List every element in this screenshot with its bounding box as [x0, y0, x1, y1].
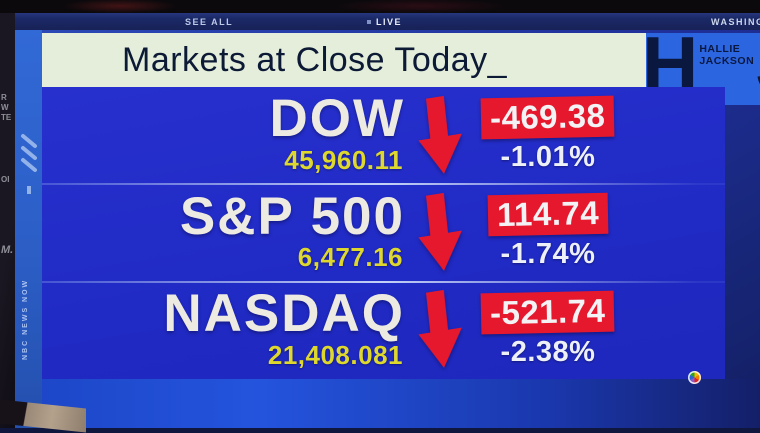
down-arrow-icon [407, 290, 473, 369]
studio-background-strip [0, 0, 760, 13]
change-percent: -2.38% [500, 335, 596, 368]
bezel-text-fragment: R [1, 93, 7, 102]
lower-background-band [42, 379, 760, 428]
nbc-news-now-logo-icon [21, 134, 37, 172]
live-indicator: LIVE [367, 17, 402, 27]
down-arrow-icon [407, 192, 473, 272]
index-name-column: NASDAQ 21,408.081 [42, 283, 407, 371]
market-row-nasdaq: NASDAQ 21,408.081 -521.74 -2.38% [42, 282, 725, 379]
monitor-left-bezel: R W TE OI M. [0, 13, 15, 428]
change-percent: -1.01% [500, 141, 596, 174]
change-badge: 114.74 [487, 193, 609, 237]
change-badge: -521.74 [480, 290, 616, 335]
index-close-value: 45,960.11 [284, 145, 403, 176]
hj-anchor-name: HALLIE JACKSON [699, 43, 755, 67]
row-divider [42, 281, 725, 283]
change-column: -469.38 -1.01% [473, 95, 623, 174]
see-all-label: SEE ALL [185, 17, 234, 27]
bezel-text-fragment: M. [1, 244, 14, 256]
down-arrow-icon [407, 95, 473, 175]
index-name-column: S&P 500 6,477.16 [42, 186, 407, 274]
nbc-news-now-rail: NBC NEWS NOW [15, 30, 42, 428]
index-name-column: DOW 45,960.11 [42, 89, 407, 176]
rail-dash-icon [27, 186, 31, 194]
index-name: NASDAQ [163, 283, 405, 343]
index-close-value: 21,408.081 [267, 339, 403, 370]
row-divider [42, 183, 725, 185]
markets-panel: DOW 45,960.11 -469.38 -1.01% S&P 500 6,4… [42, 87, 725, 379]
change-column: -521.74 -2.38% [473, 290, 623, 369]
live-dot-icon [367, 20, 371, 24]
rail-brand-label: NBC NEWS NOW [22, 278, 29, 360]
bezel-text-fragment: OI [1, 175, 10, 184]
market-row-sp500: S&P 500 6,477.16 114.74 -1.74% [42, 184, 725, 281]
change-percent: -1.74% [500, 238, 596, 271]
bezel-text-fragment: W [1, 103, 9, 112]
bezel-text-fragment: TE [1, 113, 12, 122]
headline-title: Markets at Close Today_ [122, 40, 508, 79]
index-name: S&P 500 [179, 186, 405, 246]
change-badge: -469.38 [480, 95, 616, 140]
location-label: WASHINGTON [711, 17, 760, 27]
index-name: DOW [269, 89, 405, 149]
graphic-stage: NBC NEWS NOW Markets at Close Today_ H H… [15, 30, 760, 428]
live-label: LIVE [376, 17, 403, 27]
hj-initial-j: J [756, 33, 760, 103]
broadcast-top-bar: SEE ALL LIVE WASHINGTON [15, 13, 760, 30]
market-row-dow: DOW 45,960.11 -469.38 -1.01% [42, 87, 725, 184]
nbc-peacock-icon [688, 371, 701, 384]
change-column: 114.74 -1.74% [473, 193, 623, 271]
headline-bar: Markets at Close Today_ [42, 33, 646, 87]
index-close-value: 6,477.16 [297, 242, 403, 273]
